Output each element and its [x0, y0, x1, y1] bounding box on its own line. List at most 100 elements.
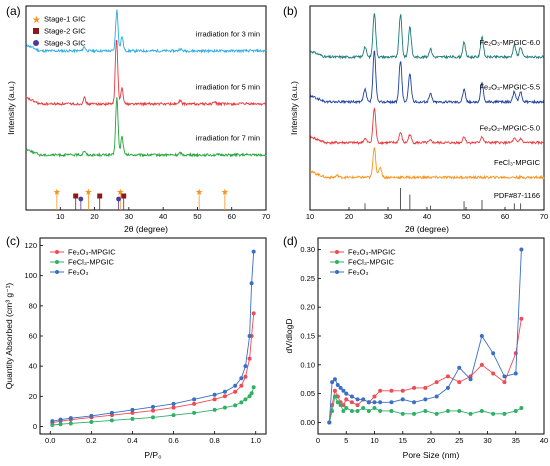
x-tick-label: 50 [462, 212, 470, 221]
data-point [361, 397, 366, 402]
series-group [50, 385, 256, 427]
data-point [423, 408, 428, 413]
circle-marker-icon [33, 40, 39, 46]
data-point [372, 400, 377, 405]
square-marker-icon [73, 193, 79, 199]
x-tick-label: 50 [193, 212, 201, 221]
panel-c-ticks: 0.0 0.2 0.4 0.6 0.8 1.0 0 20 40 60 80 100 120 [24, 241, 260, 445]
data-point [109, 410, 114, 415]
data-point [335, 394, 340, 399]
y-tick-label: 20 [29, 392, 37, 401]
x-tick-label: 30 [125, 212, 133, 221]
y-tick-label: 80 [29, 301, 37, 310]
legend-item: Fe₂O₃-MPGIC [50, 248, 116, 257]
data-point [502, 374, 507, 379]
panel-c-letter: (c) [6, 234, 20, 248]
data-point [338, 400, 343, 405]
panel-c-ylabel: Quantity Absorbed (cm³ g⁻¹) [4, 283, 14, 390]
panel-b-ylabel: Intensity (a.u.) [289, 81, 299, 135]
data-point [349, 400, 354, 405]
panel-b-letter: (b) [283, 4, 298, 18]
legend-marker-icon [335, 270, 339, 274]
data-point [502, 380, 507, 385]
y-tick-label: 0.00 [300, 418, 315, 427]
y-tick-label: 0.30 [300, 245, 315, 254]
x-tick-label: 5 [344, 436, 348, 445]
panel-b-reference-lines: PDF#87-1166 [364, 188, 540, 210]
series-group [327, 316, 524, 425]
reference-label: PDF#87-1166 [494, 191, 540, 200]
data-point [243, 364, 248, 369]
panel-a-x-ticks: 10 20 30 40 50 60 70 [56, 207, 270, 221]
circle-marker-icon [78, 196, 84, 202]
data-point [389, 388, 394, 393]
data-point [109, 418, 114, 423]
xrd-series-line [309, 13, 545, 60]
data-point [378, 408, 383, 413]
data-point [434, 411, 439, 416]
panel-c: (c) 0.0 0.2 0.4 0.6 0.8 1.0 0 20 40 60 80 100 120 Fe… [4, 234, 267, 460]
data-point [58, 417, 63, 422]
panel-b-x-ticks: 10 20 30 40 50 60 70 [306, 207, 548, 221]
y-tick-label: 100 [24, 271, 37, 280]
data-point [423, 385, 428, 390]
data-point [457, 365, 462, 370]
data-point [58, 422, 63, 427]
data-point [349, 408, 354, 413]
data-point [192, 410, 197, 415]
series-label: Fe₂O₃-MPGIC-6.0 [479, 38, 540, 47]
data-point [249, 391, 254, 396]
data-point [327, 420, 332, 425]
data-point [239, 383, 244, 388]
panel-a-letter: (a) [6, 4, 21, 18]
panel-a-legend: ★ Stage-1 GIC Stage-2 GIC Stage-3 GIC [32, 15, 86, 48]
data-point [361, 406, 366, 411]
x-tick-label: 10 [56, 212, 64, 221]
data-point [366, 408, 371, 413]
xrd-series-line [309, 146, 545, 180]
x-tick-label: 40 [423, 212, 431, 221]
data-point [192, 401, 197, 406]
x-tick-label: 60 [501, 212, 509, 221]
data-point [355, 397, 360, 402]
x-tick-label: 0.0 [45, 436, 55, 445]
data-point [247, 334, 252, 338]
legend-item: FeCl₃-MPGIC [330, 258, 395, 267]
data-point [412, 411, 417, 416]
y-tick-label: 0.15 [300, 332, 315, 341]
data-point [151, 415, 155, 420]
data-point [341, 408, 346, 413]
panel-b-series: Fe₂O₃-MPGIC-6.0 Fe₂O₃-MPGIC-5.5 Fe₂O₃-MPGI… [309, 13, 545, 180]
data-point [50, 422, 55, 427]
panel-d-ylabel: dV/dlogD [284, 319, 294, 354]
data-point [519, 406, 524, 411]
x-tick-label: 30 [384, 212, 392, 221]
data-point [372, 406, 377, 411]
x-tick-label: 40 [540, 436, 548, 445]
data-point [491, 371, 496, 376]
series-group [50, 249, 256, 424]
series-label: FeCl₃-MPGIC [494, 158, 541, 167]
data-point [513, 408, 518, 413]
data-point [445, 374, 450, 379]
legend-label: Fe₂O₃ [68, 268, 89, 277]
y-tick-label: 60 [29, 332, 37, 341]
y-tick-label: 120 [24, 241, 37, 250]
x-tick-label: 0.8 [209, 436, 219, 445]
x-tick-label: 70 [540, 212, 548, 221]
data-point [89, 419, 94, 424]
y-tick-label: 0 [33, 422, 37, 431]
data-point [89, 413, 94, 418]
data-point [335, 400, 340, 405]
legend-marker-icon [55, 250, 59, 254]
data-point [330, 380, 335, 385]
data-point [222, 389, 227, 394]
data-point [445, 385, 450, 390]
data-point [212, 397, 217, 402]
data-point [151, 408, 155, 413]
y-tick-label: 0.20 [300, 303, 315, 312]
xrd-series-line [25, 9, 267, 54]
data-point [502, 411, 507, 416]
data-point [130, 410, 135, 415]
